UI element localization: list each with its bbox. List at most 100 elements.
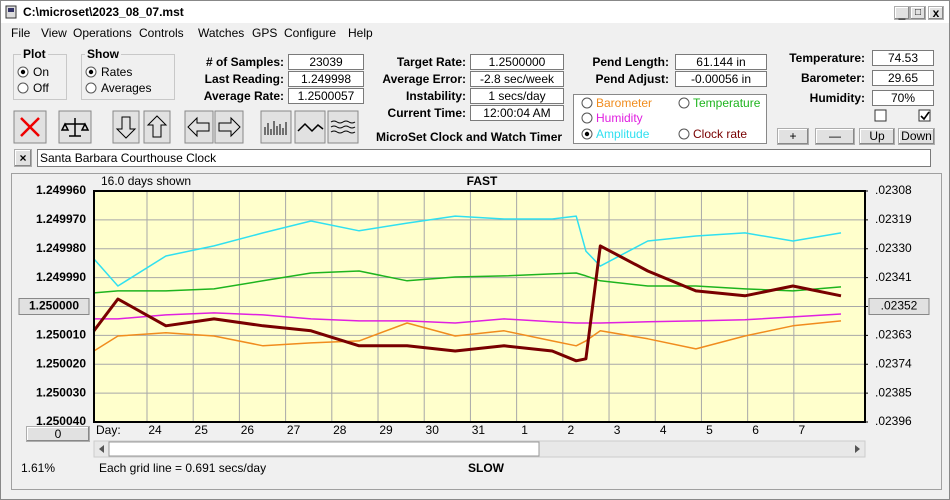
x-tick-label: 1 — [521, 423, 528, 437]
right-button[interactable] — [214, 110, 244, 144]
radio-button[interactable] — [581, 112, 593, 124]
noise-button[interactable] — [327, 110, 359, 144]
radio-button[interactable] — [581, 97, 593, 109]
y-tick-label: 1.249980 — [36, 241, 86, 255]
field-label: Temperature: — [789, 51, 865, 65]
series-line — [93, 320, 842, 352]
left-button[interactable] — [184, 110, 214, 144]
field-value: 12:00:04 AM — [470, 105, 564, 121]
y2-tick-label: .02352 — [881, 299, 918, 313]
series-line — [93, 312, 842, 324]
balance-button[interactable] — [58, 110, 92, 144]
menu-item[interactable]: Watches — [198, 26, 245, 40]
y-tick-label: 1.250020 — [36, 356, 86, 370]
checkbox[interactable] — [874, 109, 887, 122]
scroll-arrow-right — [855, 445, 860, 453]
group-label: Show — [85, 47, 121, 61]
y2-tick-label: .02341 — [875, 270, 912, 284]
minimize-button[interactable]: _ — [894, 6, 910, 20]
show-group — [81, 54, 175, 100]
menu-item[interactable]: Help — [348, 26, 373, 40]
menu-item[interactable]: Operations — [73, 26, 132, 40]
field-value: 23039 — [288, 54, 364, 70]
radio-dot — [88, 69, 94, 75]
reference-button[interactable] — [868, 298, 930, 315]
y2-tick-label: .02374 — [875, 356, 912, 370]
field-label: Current Time: — [387, 106, 466, 120]
field-label: Pend Adjust: — [595, 72, 669, 86]
x-tick-label: 5 — [706, 423, 713, 437]
series-line — [93, 215, 842, 287]
radio-button[interactable] — [17, 82, 29, 94]
radio-label: Averages — [101, 81, 152, 95]
maximize-button[interactable]: □ — [910, 6, 926, 20]
grid-note: Each grid line = 0.691 secs/day — [99, 461, 266, 475]
env-button[interactable]: Down — [898, 128, 935, 145]
clock-name[interactable]: Santa Barbara Courthouse Clock — [37, 149, 931, 167]
menu-item[interactable]: Configure — [284, 26, 337, 40]
field-label: Last Reading: — [204, 72, 284, 86]
x-tick-label: 4 — [660, 423, 667, 437]
env-button[interactable]: — — [815, 128, 855, 145]
zero-button[interactable]: 0 — [26, 426, 90, 442]
y2-tick-label: .02396 — [875, 414, 912, 428]
field-value: 1 secs/day — [470, 88, 564, 104]
x-tick-label: 28 — [333, 423, 347, 437]
field-label: Average Rate: — [203, 89, 284, 103]
env-button[interactable]: + — [777, 128, 809, 145]
radio-button[interactable] — [678, 128, 690, 140]
x-tick-label: 26 — [241, 423, 255, 437]
x-tick-label: 29 — [379, 423, 393, 437]
down-button[interactable] — [112, 110, 140, 144]
x-tick-label: 7 — [799, 423, 806, 437]
field-value: 61.144 in — [675, 54, 767, 70]
y-tick-label: 1.249970 — [36, 212, 86, 226]
radio-dot — [584, 131, 590, 137]
x-tick-label: 2 — [567, 423, 574, 437]
title-bar — [1, 1, 949, 23]
scroll-thumb[interactable] — [108, 441, 540, 457]
y2-tick-label: .02308 — [875, 183, 912, 197]
menu-item[interactable]: File — [11, 26, 31, 40]
app-name: MicroSet Clock and Watch Timer — [376, 130, 563, 144]
menu-item[interactable]: Controls — [139, 26, 184, 40]
toolbar — [13, 110, 359, 144]
wave-button[interactable] — [294, 110, 326, 144]
checkbox[interactable] — [918, 109, 931, 122]
field-label: Target Rate: — [396, 55, 466, 69]
radio-button[interactable] — [85, 82, 97, 94]
x-tick-label: 6 — [752, 423, 759, 437]
up-button[interactable] — [143, 110, 171, 144]
legend-box — [573, 94, 767, 144]
radio-button[interactable] — [678, 97, 690, 109]
y2-tick-label: .02330 — [875, 241, 912, 255]
env-button[interactable]: Up — [859, 128, 895, 145]
days-shown: 16.0 days shown — [101, 174, 191, 188]
x-tick-label: 31 — [472, 423, 486, 437]
y-tick-label: 1.250030 — [36, 385, 86, 399]
series-line — [92, 244, 842, 363]
field-value: -2.8 sec/week — [470, 71, 564, 87]
reference-button[interactable] — [18, 298, 90, 315]
delete-button[interactable] — [13, 110, 47, 144]
field-value: 74.53 — [872, 50, 934, 66]
y-tick-label: 1.250010 — [36, 328, 86, 342]
y-tick-label: 1.249990 — [36, 270, 86, 284]
top-label: FAST — [467, 174, 498, 188]
legend-entry: Humidity — [596, 111, 643, 125]
bars-button[interactable] — [260, 110, 292, 144]
radio-label: Rates — [101, 65, 133, 79]
legend-entry: Barometer — [596, 96, 653, 110]
close-button[interactable]: x — [928, 6, 944, 20]
field-value: 29.65 — [872, 70, 934, 86]
menu-item[interactable]: View — [41, 26, 67, 40]
clear-button[interactable]: × — [14, 149, 32, 167]
bottom-label: SLOW — [468, 461, 505, 475]
field-label: Humidity: — [809, 91, 865, 105]
x-axis-label: Day: — [96, 423, 121, 437]
menu-item[interactable]: GPS — [252, 26, 278, 40]
app-icon — [5, 5, 17, 19]
field-value: 70% — [872, 90, 934, 106]
